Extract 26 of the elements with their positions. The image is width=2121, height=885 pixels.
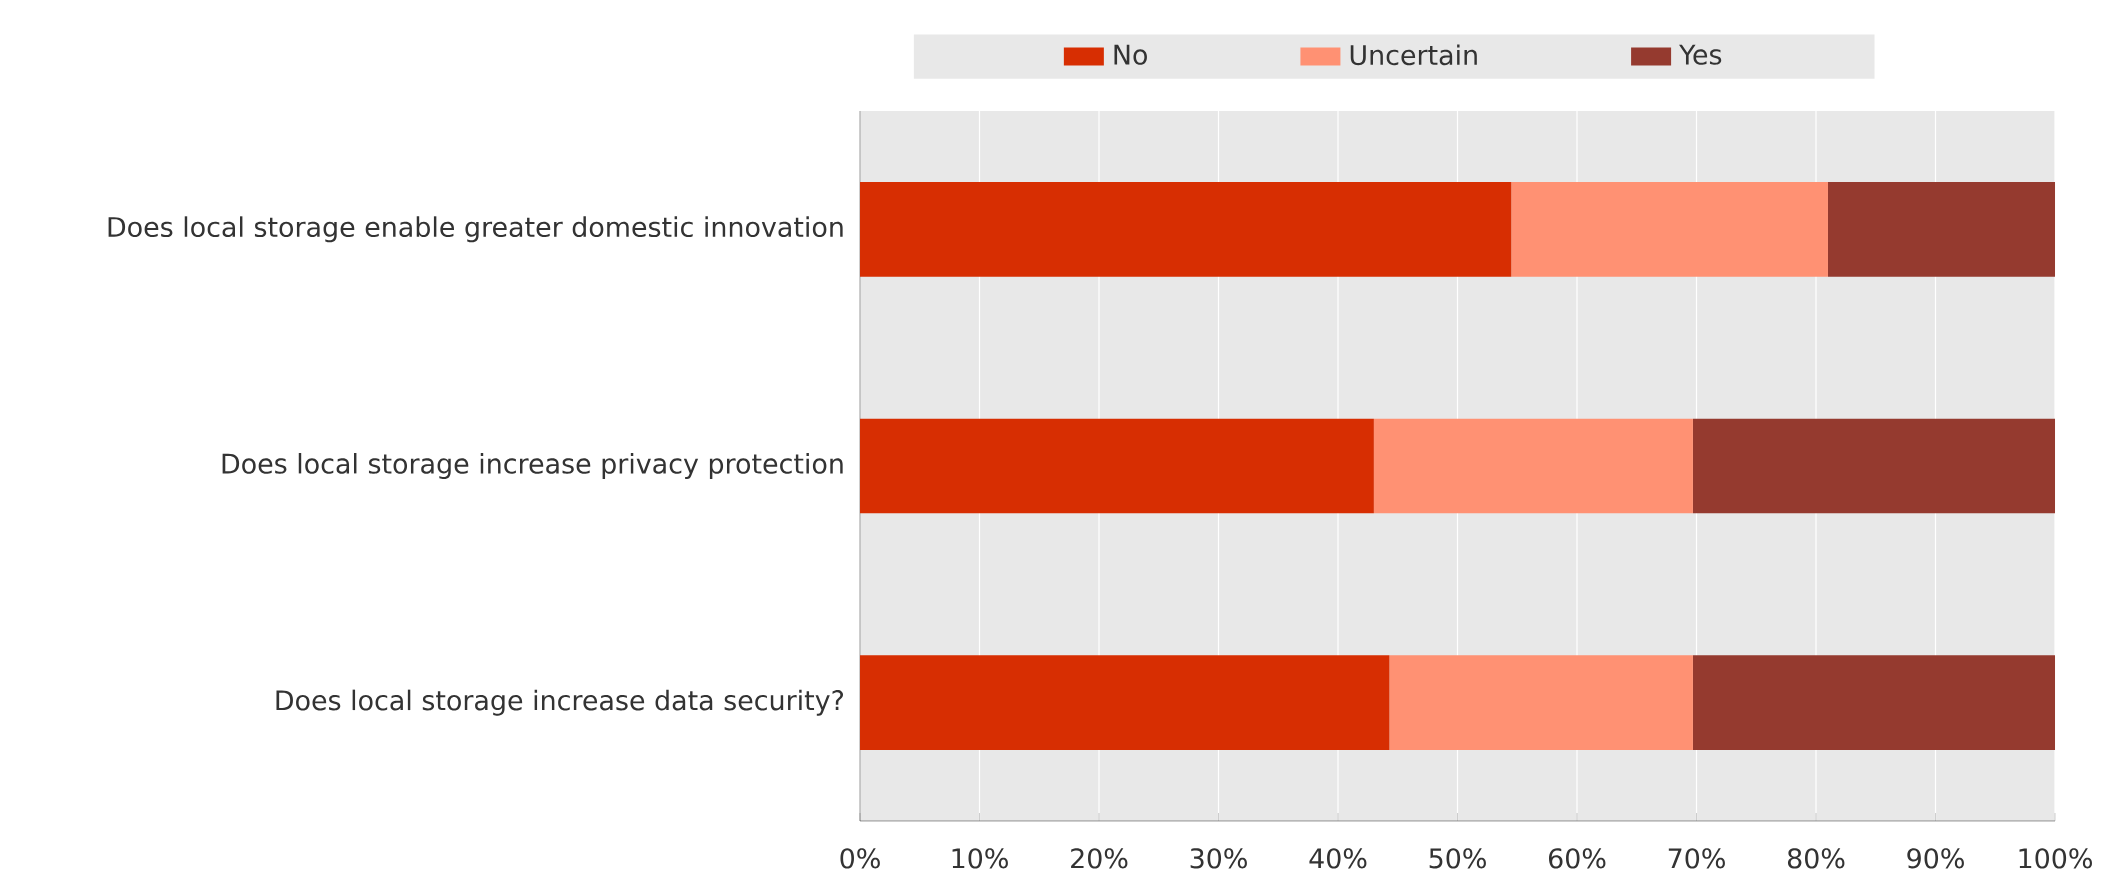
bar bbox=[860, 418, 1374, 514]
y-tick-label: Does local storage enable greater domestic innovation bbox=[108, 216, 843, 243]
bar bbox=[1511, 181, 1828, 277]
legend-label: No bbox=[1114, 44, 1147, 65]
bar bbox=[1373, 418, 1693, 514]
x-tick-label: 90% bbox=[1907, 848, 1964, 869]
x-tick-label: 20% bbox=[1071, 848, 1128, 869]
x-tick-label: 0% bbox=[840, 848, 880, 869]
bar bbox=[1692, 418, 2056, 514]
x-tick-label: 50% bbox=[1429, 848, 1486, 869]
bar bbox=[860, 655, 1390, 750]
legend-label: Uncertain bbox=[1350, 44, 1477, 66]
x-tick-label: 100% bbox=[2019, 848, 2092, 869]
bar bbox=[860, 181, 1512, 277]
bar bbox=[1692, 655, 2056, 750]
x-tick-label: 30% bbox=[1190, 848, 1247, 869]
y-tick-label: Does local storage increase privacy protection bbox=[222, 452, 843, 480]
x-tick-label: 40% bbox=[1309, 848, 1367, 869]
x-tick-label: 80% bbox=[1787, 848, 1845, 869]
y-tick-label: Does local storage increase data security? bbox=[276, 689, 844, 716]
bar bbox=[1389, 655, 1693, 750]
x-tick-label: 60% bbox=[1549, 848, 1606, 869]
bar bbox=[1827, 181, 2056, 277]
x-tick-label: 70% bbox=[1668, 848, 1725, 869]
legend-label: Yes bbox=[1679, 44, 1722, 65]
x-tick-label: 10% bbox=[952, 848, 1008, 869]
